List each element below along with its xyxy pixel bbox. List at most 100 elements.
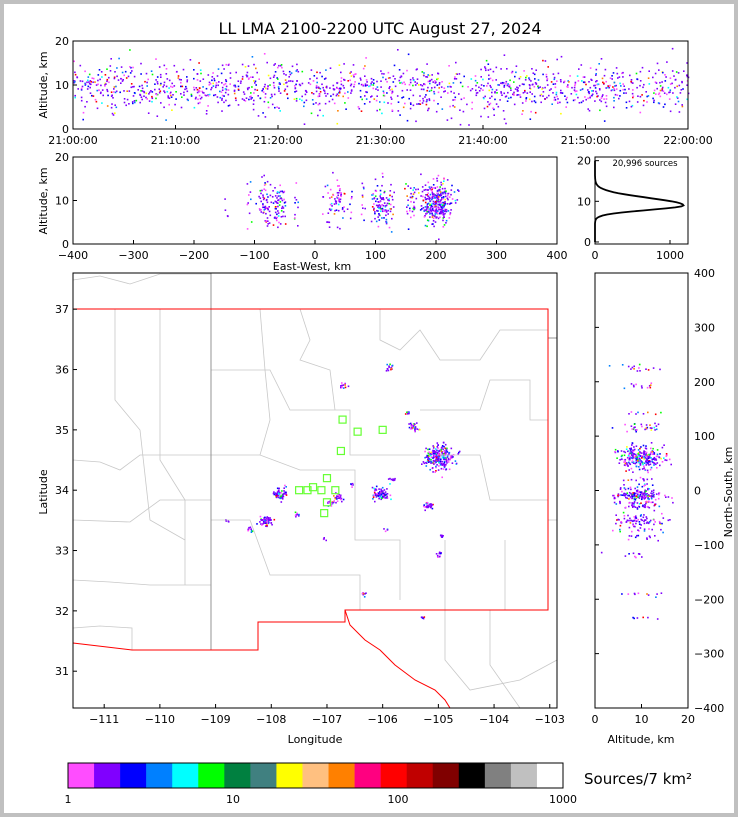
time-source-point (274, 71, 277, 73)
ew-source-point (281, 199, 284, 202)
ns-source-point (661, 446, 664, 449)
ew-source-point (337, 203, 340, 206)
ew-source-point (439, 201, 441, 203)
ew-source-point (279, 201, 282, 203)
ns-source-point (646, 593, 648, 595)
time-source-point (537, 79, 540, 81)
time-source-point (560, 80, 562, 83)
ns-source-point (651, 478, 653, 480)
time-source-point (394, 78, 396, 80)
ew-source-point (224, 209, 227, 211)
map-source-point (441, 534, 443, 537)
map-source-point (342, 384, 345, 386)
time-source-point (502, 110, 505, 112)
ns-source-point (634, 426, 636, 428)
time-source-point (255, 67, 257, 70)
ew-source-point (446, 203, 449, 205)
ns-source-point (635, 454, 637, 457)
ew-source-point (426, 210, 429, 213)
ew-source-point (283, 202, 286, 204)
map-source-point (448, 453, 450, 455)
ns-source-point (652, 501, 654, 504)
ns-source-point (630, 492, 632, 495)
time-source-point (213, 77, 215, 80)
time-source-point (588, 92, 590, 95)
ns-source-point (635, 383, 637, 386)
ns-source-point (651, 492, 653, 495)
map-source-point (424, 509, 426, 512)
ew-source-point (263, 206, 265, 209)
ns-source-point (625, 493, 627, 496)
time-source-point (408, 97, 410, 100)
ns-source-point (644, 428, 646, 431)
time-source-point (280, 64, 282, 67)
ew-source-point (389, 210, 392, 213)
time-source-point (595, 68, 598, 71)
time-source-point (387, 102, 389, 104)
ew-source-point (250, 221, 253, 223)
ew-source-point (406, 210, 408, 213)
time-source-point (476, 91, 479, 94)
ew-source-point (432, 220, 435, 222)
time-source-point (352, 64, 355, 66)
ew-source-point (376, 198, 379, 200)
time-source-point (682, 88, 684, 90)
time-source-point (221, 110, 223, 112)
ns-source-point (648, 528, 650, 530)
map-source-point (298, 515, 300, 517)
map-source-point (443, 465, 445, 467)
map-source-point (391, 364, 394, 367)
time-source-point (171, 109, 173, 111)
time-source-point (403, 81, 405, 84)
time-source-point (392, 81, 395, 83)
map-source-point (296, 512, 298, 515)
time-source-point (147, 112, 150, 114)
time-source-point (483, 85, 485, 87)
map-source-point (437, 459, 439, 461)
time-source-point (375, 99, 378, 102)
time-source-point (594, 87, 597, 89)
time-source-point (531, 100, 533, 103)
time-source-point (534, 78, 536, 80)
time-source-point (437, 103, 439, 105)
time-source-point (503, 84, 506, 87)
ns-source-point (638, 458, 641, 460)
time-source-point (676, 85, 678, 88)
time-source-point (106, 105, 109, 107)
ew-source-point (429, 193, 432, 196)
ew-source-point (295, 199, 298, 201)
ew-source-point (435, 209, 437, 212)
ew-source-point (444, 195, 447, 198)
ns-source-point (629, 486, 632, 489)
ns-source-point (650, 429, 653, 431)
time-source-point (386, 81, 388, 83)
time-source-point (547, 66, 549, 68)
ew-source-point (362, 207, 364, 209)
time-source-point (276, 77, 278, 79)
time-source-point (611, 75, 613, 77)
ns-source-point (647, 457, 650, 460)
map-source-point (423, 462, 426, 465)
time-source-point (407, 53, 410, 56)
map-source-point (433, 463, 435, 465)
time-source-point (225, 85, 228, 88)
map-source-point (436, 449, 438, 452)
time-source-point (383, 92, 385, 94)
ns-source-point (633, 519, 636, 522)
time-source-point (333, 88, 335, 91)
ns-source-point (628, 494, 630, 497)
time-source-point (193, 86, 195, 89)
time-source-point (329, 87, 331, 89)
time-source-point (190, 93, 193, 96)
ns-source-point (665, 453, 668, 455)
ns-source-point (637, 496, 639, 498)
ns-source-point (627, 593, 630, 595)
map-source-point (267, 522, 270, 525)
ew-source-point (282, 207, 285, 209)
ew-source-point (329, 197, 331, 199)
time-source-point (667, 86, 670, 89)
ew-source-point (264, 182, 266, 184)
ns-source-point (624, 494, 626, 497)
ew-source-point (334, 200, 337, 202)
time-source-point (202, 91, 204, 94)
